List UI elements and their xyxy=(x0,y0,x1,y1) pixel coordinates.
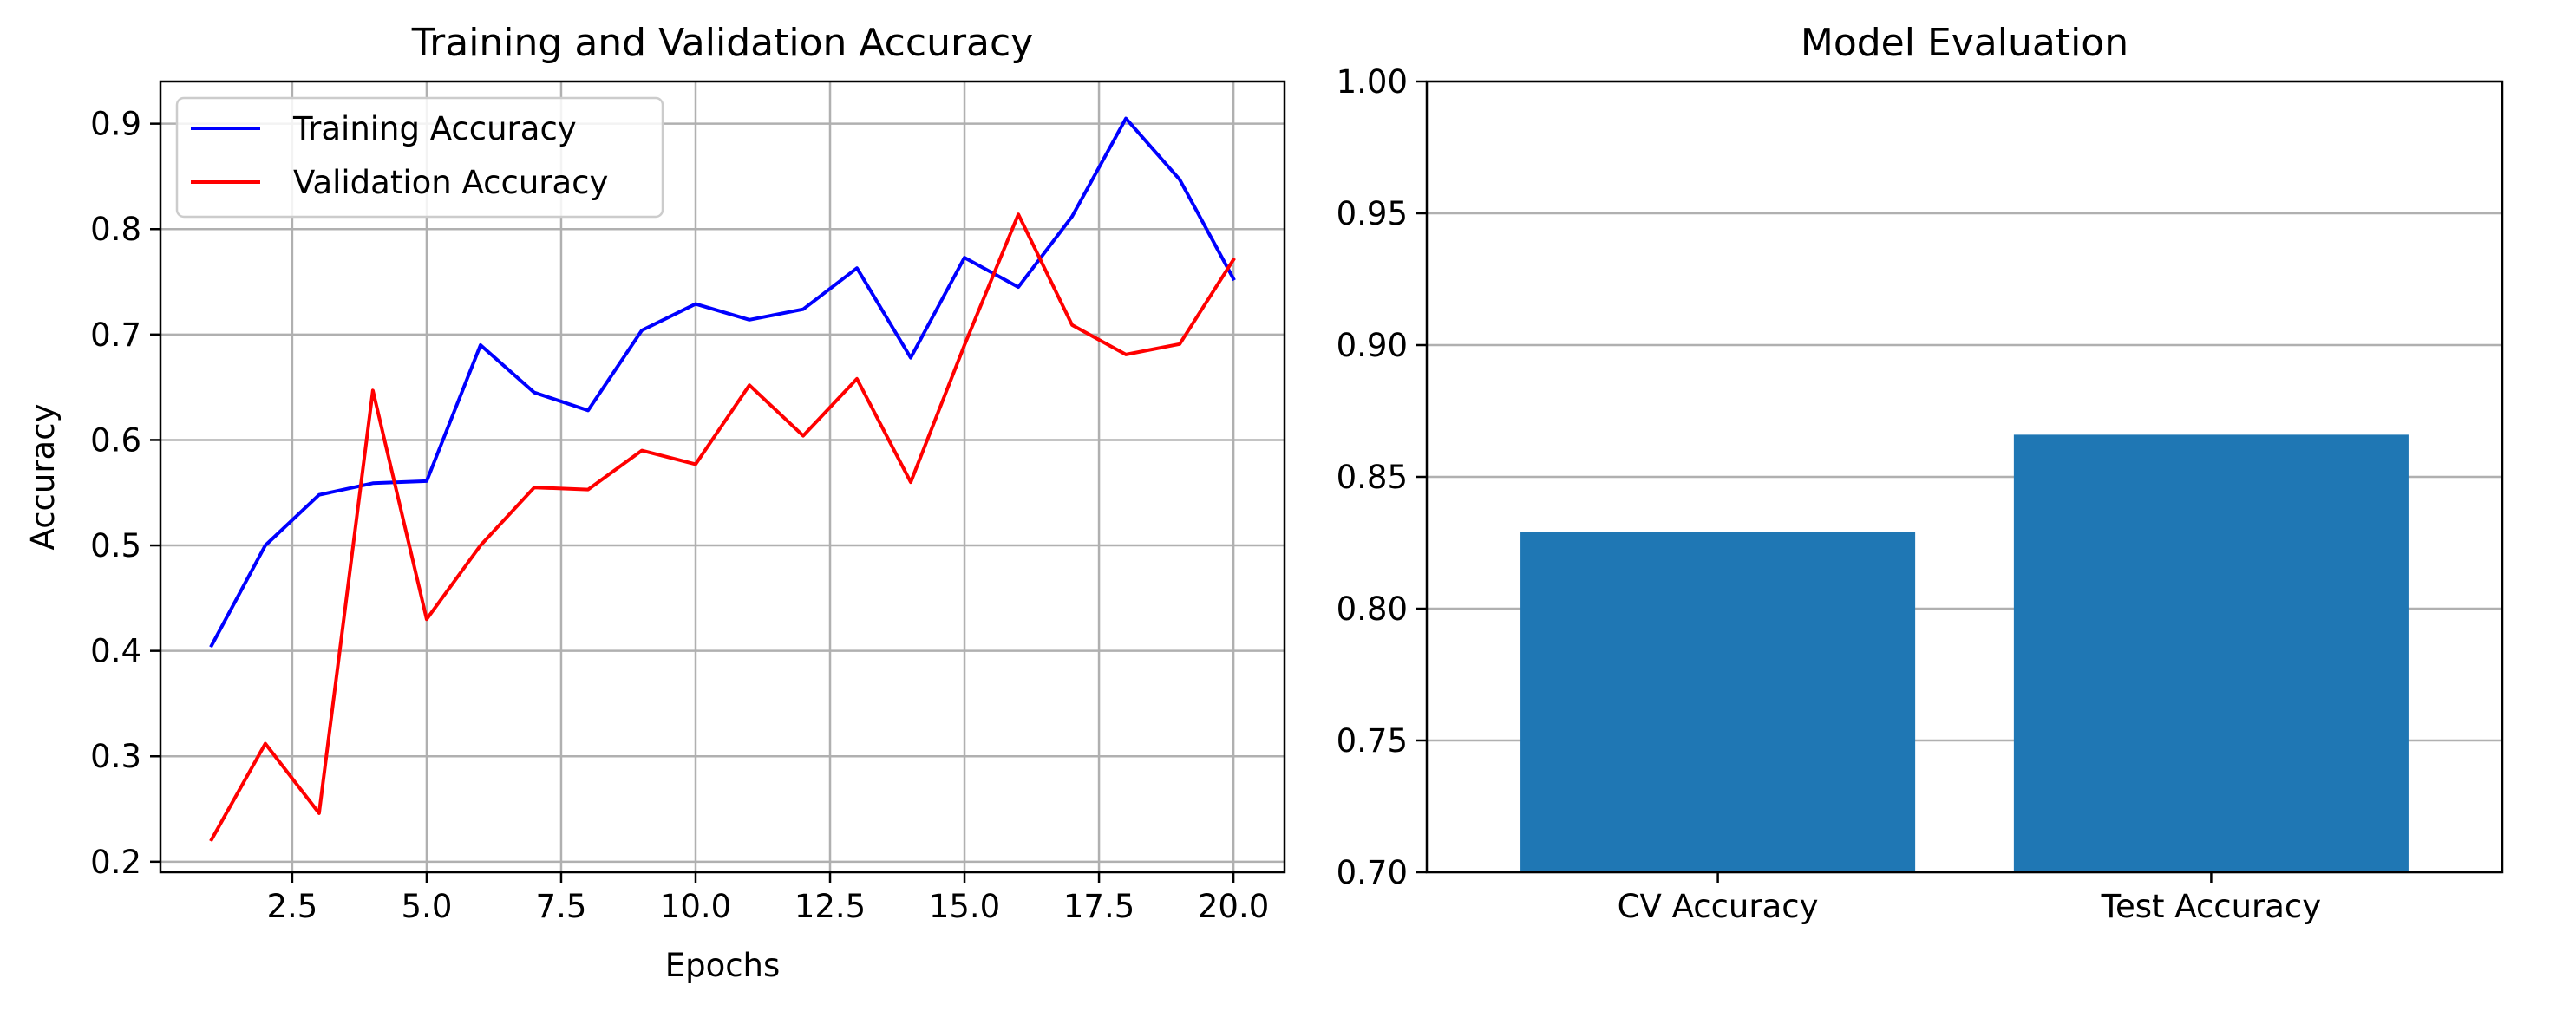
line-chart-series xyxy=(209,116,1236,843)
bar-chart-x-tick-label: Test Accuracy xyxy=(2101,888,2322,925)
bar-chart-y-ticks: 0.70 0.75 0.80 0.85 0.90 0.95 1.00 xyxy=(1337,63,1427,891)
line-chart-x-ticks: 2.5 5.0 7.5 10.0 12.5 15.0 17.5 20.0 xyxy=(267,872,1269,925)
line-chart-x-tick-label: 15.0 xyxy=(929,888,1000,925)
bar-chart-y-tick-label: 0.95 xyxy=(1337,195,1408,232)
line-chart-y-tick-label: 0.5 xyxy=(90,527,141,564)
validation-accuracy-line xyxy=(209,212,1236,843)
bar-chart-y-tick-label: 0.70 xyxy=(1337,854,1408,891)
bar-cv-accuracy xyxy=(1520,532,1916,872)
line-chart-x-tick-label: 12.5 xyxy=(794,888,866,925)
line-chart-x-tick-label: 17.5 xyxy=(1063,888,1134,925)
line-chart-x-tick-label: 10.0 xyxy=(660,888,731,925)
line-chart-legend: Training Accuracy Validation Accuracy xyxy=(175,96,664,219)
line-chart-y-tick-label: 0.8 xyxy=(90,211,141,248)
legend-label-validation: Validation Accuracy xyxy=(293,164,608,201)
line-chart-y-tick-label: 0.9 xyxy=(90,106,141,143)
line-chart-frame xyxy=(159,80,1286,874)
line-chart-y-tick-label: 0.6 xyxy=(90,421,141,459)
line-chart-y-ticks: 0.2 0.3 0.4 0.5 0.6 0.7 0.8 0.9 xyxy=(90,106,160,881)
line-chart-y-axis-label: Accuracy xyxy=(24,404,62,551)
line-chart-x-tick-label: 5.0 xyxy=(402,888,453,925)
bar-test-accuracy xyxy=(2013,434,2409,872)
line-chart-title: Training and Validation Accuracy xyxy=(411,21,1034,65)
bar-chart-bars xyxy=(1520,434,2409,872)
line-chart-y-tick-label: 0.4 xyxy=(90,633,141,670)
line-chart-x-tick-label: 20.0 xyxy=(1198,888,1269,925)
line-chart-x-tick-label: 2.5 xyxy=(267,888,318,925)
bar-chart-x-ticks: CV Accuracy Test Accuracy xyxy=(1618,872,2321,925)
bar-chart-y-tick-label: 0.80 xyxy=(1337,590,1408,628)
bar-chart-title: Model Evaluation xyxy=(1801,21,2128,65)
bar-chart: CV Accuracy Test Accuracy 0.70 0.75 0.80 0.8… xyxy=(1337,21,2504,925)
bar-chart-y-tick-label: 0.75 xyxy=(1337,722,1408,760)
line-chart: 2.5 5.0 7.5 10.0 12.5 15.0 17.5 20.0 0.20.30.40… xyxy=(24,21,1286,984)
line-chart-y-tick-label: 0.3 xyxy=(90,738,141,775)
bar-chart-y-tick-label: 0.90 xyxy=(1337,327,1408,364)
legend-label-training: Training Accuracy xyxy=(292,110,577,147)
training-accuracy-line xyxy=(209,116,1236,649)
line-chart-y-tick-label: 0.7 xyxy=(90,316,141,354)
line-chart-x-tick-label: 7.5 xyxy=(536,888,587,925)
bar-chart-y-tick-label: 1.00 xyxy=(1337,63,1408,101)
bar-chart-y-tick-label: 0.85 xyxy=(1337,459,1408,496)
line-chart-x-axis-label: Epochs xyxy=(665,947,781,984)
line-chart-y-tick-label: 0.2 xyxy=(90,844,141,881)
bar-chart-x-tick-label: CV Accuracy xyxy=(1618,888,1819,925)
legend-box xyxy=(175,96,664,219)
